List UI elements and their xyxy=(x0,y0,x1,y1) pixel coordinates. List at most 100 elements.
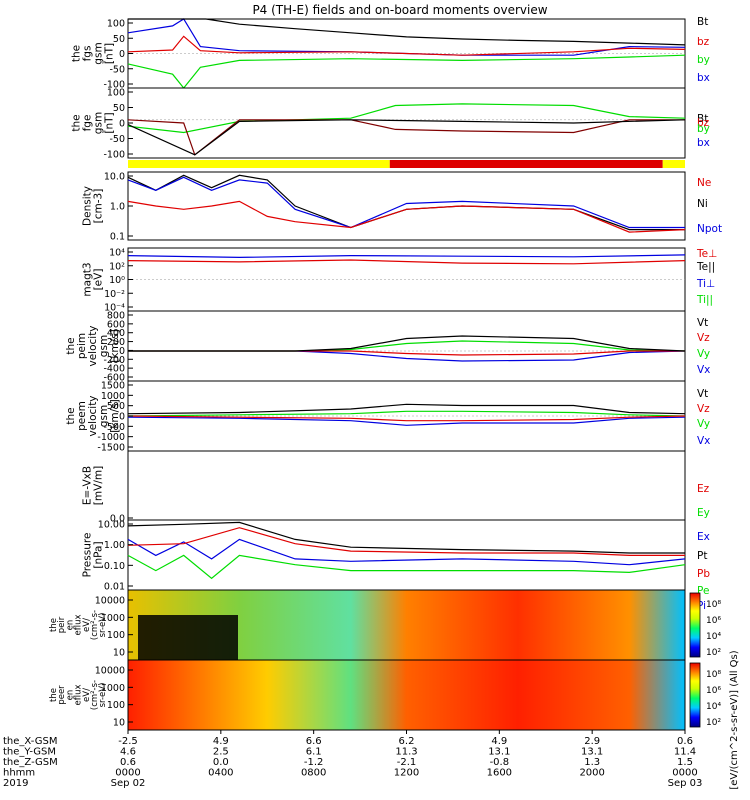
y-axis-label-line: the xyxy=(49,618,59,632)
legend-entry: Te|| xyxy=(696,261,715,273)
legend-entry: bz xyxy=(697,117,710,129)
y-axis-label-line: en xyxy=(65,620,75,631)
y-tick-label: 1000 xyxy=(101,613,125,624)
y-tick-label: -200 xyxy=(103,355,125,366)
x-axis-value: 6.6 xyxy=(306,736,322,747)
x-axis-value: 11.3 xyxy=(395,747,417,758)
y-tick-label: 10000 xyxy=(95,666,125,677)
x-axis-value: 0000 xyxy=(115,768,140,779)
y-axis-label-line: [nPa] xyxy=(93,541,105,568)
colorbar-label: [eV/(cm^2-s-sr-eV)] (All Qs) xyxy=(729,650,740,789)
y-axis-label-line: Pressure xyxy=(82,533,94,578)
series-line xyxy=(127,119,686,156)
x-axis-value: 1.3 xyxy=(584,757,600,768)
colorbars: 10⁸ 10⁶ 10⁴ 10² 10⁸ 10⁶ 10⁴ 10² xyxy=(689,592,721,728)
y-axis-label-line: the xyxy=(71,45,83,62)
y-axis-label-line: Density xyxy=(82,186,94,226)
y-axis-label-line: [km/s] xyxy=(109,399,121,433)
panel-frame xyxy=(127,519,686,591)
x-axis-row-label: 2019 xyxy=(3,778,28,789)
x-axis-value: -2.5 xyxy=(118,736,138,747)
series-line xyxy=(128,18,686,46)
x-axis-value: 0.0 xyxy=(213,757,229,768)
x-axis-value: 2.5 xyxy=(213,747,229,758)
y-tick-label: -100 xyxy=(103,80,125,91)
y-axis-label-line: eV/ xyxy=(82,688,92,702)
y-tick-label: 0.01 xyxy=(104,582,125,593)
mode-bar-segment xyxy=(128,160,390,168)
colorbar-tick-label: 10⁴ xyxy=(706,702,721,712)
y-axis-label-line: magt3 xyxy=(82,262,94,296)
x-axis-value: -2.1 xyxy=(397,757,417,768)
colorbar-tick-label: 10⁴ xyxy=(706,632,721,642)
panel-temp: 10⁴ 10² 10⁰ 10⁻² 10⁻⁴ magt3 [eV] Te⊥Te|| Ti⊥ Ti|| xyxy=(82,247,717,314)
x-axis-value: Sep 02 xyxy=(111,778,146,789)
y-axis-label-line: [cm-3] xyxy=(93,189,105,224)
y-tick-label: 400 xyxy=(107,328,125,339)
y-axis-label-line: velocity xyxy=(87,395,99,436)
y-axis-label: Density [cm-3] xyxy=(82,186,105,226)
x-axis-ephemeris: the_X-GSM -2.5 4.9 6.6 6.2 4.9 2.9 0.6 the_Y-GSM… xyxy=(3,730,702,789)
x-axis-value: -1.2 xyxy=(304,757,324,768)
x-axis-value: 11.4 xyxy=(674,747,696,758)
y-tick-label: 10⁰ xyxy=(109,275,125,286)
colorbar-tick-label: 10² xyxy=(706,648,721,658)
colorbar-gradient xyxy=(689,662,701,728)
spectrogram-panels: 10000100010010thepeirenefluxeV/(cm²-s-sr… xyxy=(49,589,686,731)
panel-efield: 0.0 E=-VxB [mV/m] Ez Ey Ex xyxy=(82,450,710,543)
x-axis-value: 1200 xyxy=(394,768,419,779)
legend-entry: Bt xyxy=(697,113,708,125)
legend-entry: Ey xyxy=(697,507,710,519)
legend-entry: bx xyxy=(697,72,710,84)
x-axis-value: 0400 xyxy=(208,768,233,779)
legend-entry: Vt xyxy=(697,388,708,400)
y-axis-label: the fge gsm [nT] xyxy=(71,112,116,134)
x-axis-row-label: the_Y-GSM xyxy=(3,747,56,758)
y-axis-label: the peem velocity gsm [km/s] xyxy=(65,395,121,436)
legend-entry: Vt xyxy=(697,317,708,329)
colorbar: 10⁸ 10⁶ 10⁴ 10² xyxy=(689,662,721,728)
mode-bar-segment xyxy=(662,160,685,168)
mode-bar xyxy=(128,160,685,168)
x-axis-value: 4.6 xyxy=(120,747,136,758)
y-tick-label: 50 xyxy=(113,103,125,114)
legend-entry: Ni xyxy=(697,198,708,210)
y-tick-label: 500 xyxy=(107,401,125,412)
y-axis-label-line: gsm xyxy=(98,405,110,427)
legend-entry: Pt xyxy=(697,550,707,562)
y-tick-label: 1000 xyxy=(101,683,125,694)
legend-entry: Te⊥ xyxy=(696,248,717,260)
y-tick-label: 10.00 xyxy=(98,520,125,531)
x-axis-value: 1.5 xyxy=(677,757,693,768)
legend-entry: Vy xyxy=(697,418,710,430)
legend-entry: Ti|| xyxy=(696,294,713,306)
y-axis-label-line: (cm²-s- xyxy=(90,680,100,710)
y-axis-label-line: [nT] xyxy=(104,43,116,64)
legend-entry: Bt xyxy=(697,16,708,28)
y-axis-label: E=-VxB [mV/m] xyxy=(82,466,105,505)
colorbar-tick-label: 10⁸ xyxy=(706,670,721,680)
y-tick-label: -50 xyxy=(109,134,125,145)
y-tick-label: 10.0 xyxy=(104,172,125,183)
legend-entry: Vx xyxy=(697,364,710,376)
colorbar-tick-label: 10⁶ xyxy=(706,686,721,696)
y-tick-label: -1500 xyxy=(97,443,125,454)
y-axis-label-line: [eV] xyxy=(93,269,105,291)
series-line xyxy=(127,119,685,156)
x-axis-value: 13.1 xyxy=(488,747,510,758)
y-axis-label-line: the xyxy=(71,114,83,131)
y-axis-label-line: velocity xyxy=(87,325,99,366)
series-line xyxy=(127,18,686,56)
y-axis-label-line: the xyxy=(65,407,77,424)
y-tick-label: 600 xyxy=(107,319,125,330)
y-axis-label-line: [nT] xyxy=(104,112,116,133)
y-tick-label: 10⁻⁴ xyxy=(104,303,125,314)
y-tick-label: 1.0 xyxy=(110,202,125,213)
x-axis-value: 6.2 xyxy=(399,736,415,747)
panel-fgs: 100 50 0 -50 -100 the fgs gsm [nT] Bt bz by bx xyxy=(71,16,710,91)
y-axis-label: magt3 [eV] xyxy=(82,262,105,296)
colorbar-tick-label: 10⁶ xyxy=(706,616,721,626)
x-axis-value: 2.9 xyxy=(584,736,600,747)
